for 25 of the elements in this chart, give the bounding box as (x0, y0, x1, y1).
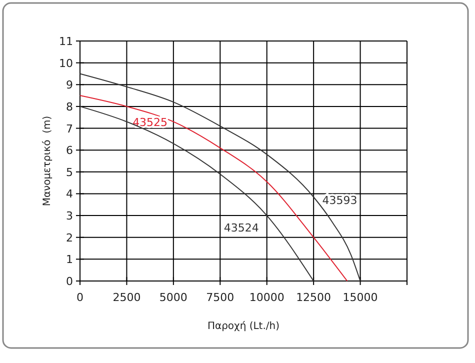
series-label: 43593 (322, 194, 358, 208)
x-tick-label: 10000 (249, 291, 284, 304)
y-tick-label: 8 (66, 100, 73, 114)
y-axis-title: Μανομετρικό (m) (42, 116, 53, 206)
y-tick-label: 2 (66, 231, 73, 244)
y-tick-label: 5 (66, 166, 73, 179)
y-tick-label: 1 (66, 253, 73, 266)
y-tick-label: 6 (66, 144, 73, 158)
series-label: 43525 (132, 116, 168, 130)
x-tick-label: 0 (76, 291, 84, 304)
y-tick-label: 10 (59, 56, 73, 70)
x-tick-label: 15000 (342, 291, 378, 304)
line-series (80, 106, 314, 282)
y-tick-label: 9 (66, 78, 73, 92)
y-tick-label: 0 (66, 275, 73, 288)
x-axis-title: Παροχή (Lt./h) (207, 321, 280, 332)
x-tick-label: 7500 (206, 291, 234, 304)
x-tick-label: 5000 (159, 291, 188, 304)
y-tick-label: 11 (59, 35, 73, 48)
x-tick-label: 2500 (112, 291, 141, 304)
y-tick-label: 3 (66, 210, 73, 223)
y-tick-label: 7 (66, 122, 73, 136)
x-tick-label: 12500 (296, 291, 332, 304)
y-tick-label: 4 (66, 188, 73, 201)
series-label: 43524 (224, 222, 259, 235)
